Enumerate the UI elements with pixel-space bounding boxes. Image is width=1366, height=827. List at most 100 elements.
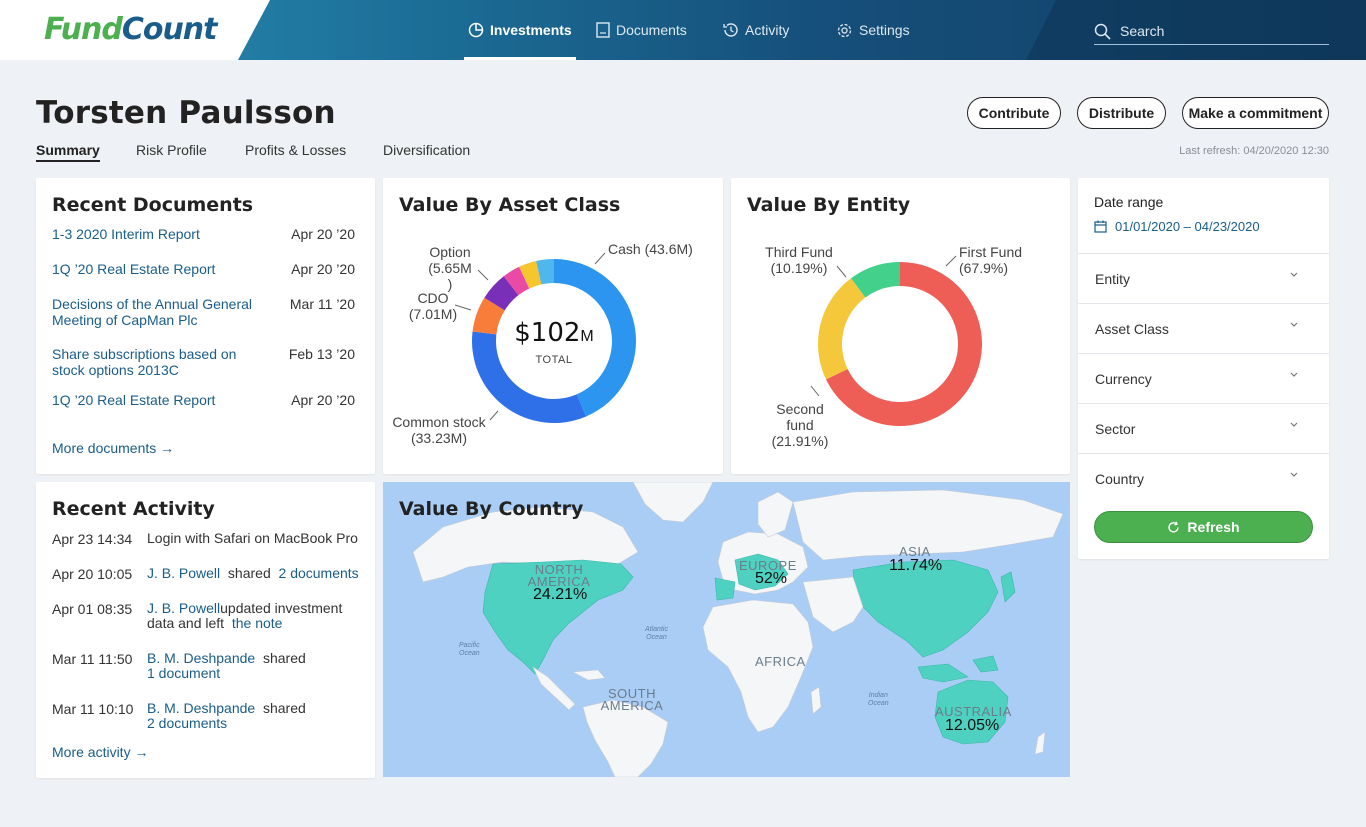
entity-title: Value By Entity [747, 194, 911, 216]
activity-user-link[interactable]: J. B. Powell [147, 600, 221, 616]
make-commitment-button[interactable]: Make a commitment [1182, 97, 1329, 129]
total-label: TOTAL [535, 354, 573, 366]
contribute-button[interactable]: Contribute [967, 97, 1061, 129]
tab-diversification[interactable]: Diversification [383, 142, 471, 158]
activity-user-link[interactable]: J. B. Powell [147, 565, 221, 581]
region-europe: EUROPE [739, 558, 797, 573]
filter-currency[interactable]: Currency [1078, 353, 1329, 403]
date-range-picker[interactable]: 01/01/2020 – 04/23/2020 [1094, 219, 1260, 234]
region-australia: AUSTRALIA [935, 704, 1012, 719]
chevron-down-icon [1289, 471, 1299, 479]
tab-summary[interactable]: Summary [36, 142, 100, 162]
activity-target-link[interactable]: the note [231, 615, 283, 631]
topbar-decoration [1026, 0, 1366, 60]
more-activity-link[interactable]: More activity → [52, 744, 149, 760]
chevron-down-icon [1289, 321, 1299, 329]
document-date: Mar 11 ’20 [289, 296, 355, 312]
filter-entity[interactable]: Entity [1078, 253, 1329, 303]
filter-sector[interactable]: Sector [1078, 403, 1329, 453]
activity-user-link[interactable]: B. M. Deshpande [147, 700, 256, 716]
document-date: Apr 20 ’20 [291, 226, 355, 242]
atlantic-ocean-label: Atlantic Ocean [645, 626, 668, 641]
chevron-down-icon [1289, 421, 1299, 429]
world-map [412, 482, 1064, 777]
document-icon [596, 22, 610, 38]
filter-country[interactable]: Country [1078, 453, 1329, 503]
donut-slice-first-fund[interactable] [826, 262, 982, 426]
history-icon [722, 22, 739, 38]
document-link[interactable]: Decisions of the Annual General Meeting … [52, 296, 253, 328]
document-link[interactable]: Share subscriptions based on stock optio… [52, 346, 237, 378]
activity-date: Apr 20 10:05 [52, 566, 133, 582]
first-fund-label: First Fund (67.9%) [959, 244, 1029, 276]
filter-entity-label: Entity [1095, 270, 1131, 287]
asia-pct: 11.74% [889, 557, 943, 574]
europe-pct: 52% [755, 570, 788, 587]
activity-action: shared [262, 700, 306, 716]
activity-text: B. M. Deshpande shared 1 document [147, 651, 362, 681]
tab-risk-profile[interactable]: Risk Profile [136, 142, 207, 158]
more-documents-link[interactable]: More documents → [52, 440, 175, 456]
value-by-asset-class-card: Value By Asset Class Option (5.65M ) CDO… [383, 178, 723, 474]
document-link[interactable]: 1Q ’20 Real Estate Report [52, 392, 216, 408]
activity-text: J. B. Powell shared 2 documents [147, 566, 362, 581]
donut-slice-third-fund[interactable] [851, 262, 900, 298]
activity-target-link[interactable]: 1 document [147, 665, 221, 681]
filter-asset-class[interactable]: Asset Class [1078, 303, 1329, 353]
donut-slice-option[interactable] [484, 276, 519, 311]
nav-settings[interactable]: Settings [836, 0, 910, 60]
nav-activity[interactable]: Activity [722, 0, 789, 60]
refresh-button[interactable]: Refresh [1094, 511, 1313, 543]
cash-label: Cash (43.6M) [608, 241, 693, 257]
donut-slice-other-1[interactable] [503, 266, 530, 296]
tab-profits-losses[interactable]: Profits & Losses [245, 142, 347, 158]
date-range-label: Date range [1094, 194, 1164, 210]
donut-slice-other-2[interactable] [519, 260, 542, 289]
donut-slice-second-fund[interactable] [818, 278, 866, 380]
chevron-down-icon [1289, 371, 1299, 379]
nav-investments[interactable]: Investments [464, 0, 576, 60]
region-south-america: SOUTH AMERICA [600, 686, 664, 713]
fundcount-logo[interactable]: FundCount [44, 12, 217, 47]
third-fund-label: Third Fund (10.19%) [759, 244, 839, 276]
recent-activity-title: Recent Activity [52, 498, 215, 520]
activity-target-link[interactable]: 2 documents [278, 565, 359, 581]
australia-pct: 12.05% [945, 717, 1000, 734]
activity-date: Mar 11 11:50 [52, 651, 133, 667]
refresh-button-label: Refresh [1187, 519, 1240, 535]
logo-count-text: Count [121, 12, 218, 47]
asset-class-donut-chart [454, 252, 636, 423]
donut-slice-cdo[interactable] [472, 297, 505, 335]
date-range-value: 01/01/2020 – 04/23/2020 [1115, 219, 1260, 234]
activity-action: shared [227, 565, 271, 581]
activity-date: Apr 01 08:35 [52, 601, 133, 617]
region-north-america: NORTH AMERICA [527, 562, 591, 589]
donut-slice-cash[interactable] [554, 259, 636, 417]
value-by-country-map[interactable]: Value By Country NORTH AMERICA 24.21% EU… [383, 482, 1070, 777]
second-fund-label: Second fund (21.91%) [769, 401, 831, 449]
document-link[interactable]: 1-3 2020 Interim Report [52, 226, 200, 242]
pacific-ocean-label: Pacific Ocean [459, 642, 480, 657]
activity-date: Apr 23 14:34 [52, 531, 133, 547]
value-by-entity-card: Value By Entity Third Fund (10.19%) Firs… [731, 178, 1070, 474]
recent-documents-card: Recent Documents 1-3 2020 Interim Report… [36, 178, 375, 474]
chevron-down-icon [1289, 271, 1299, 279]
logo-fund-text: Fund [44, 12, 123, 47]
region-africa: AFRICA [755, 654, 806, 669]
logo-area [0, 0, 270, 60]
last-refresh-text: Last refresh: 04/20/2020 12:30 [1179, 145, 1329, 157]
total-value-unit: M [580, 328, 594, 345]
document-link[interactable]: 1Q ’20 Real Estate Report [52, 261, 216, 277]
north-america-pct: 24.21% [533, 586, 588, 603]
document-date: Apr 20 ’20 [291, 392, 355, 408]
search-input[interactable]: Search [1094, 18, 1329, 45]
filter-sector-label: Sector [1095, 420, 1136, 437]
activity-date: Mar 11 10:10 [52, 701, 134, 717]
nav-documents[interactable]: Documents [596, 0, 687, 60]
distribute-button[interactable]: Distribute [1077, 97, 1166, 129]
activity-target-link[interactable]: 2 documents [147, 715, 228, 731]
donut-slice-common-stock[interactable] [472, 331, 587, 423]
donut-slice-other-3[interactable] [536, 259, 554, 285]
indian-ocean-label: Indian Ocean [868, 692, 889, 707]
activity-user-link[interactable]: B. M. Deshpande [147, 650, 256, 666]
